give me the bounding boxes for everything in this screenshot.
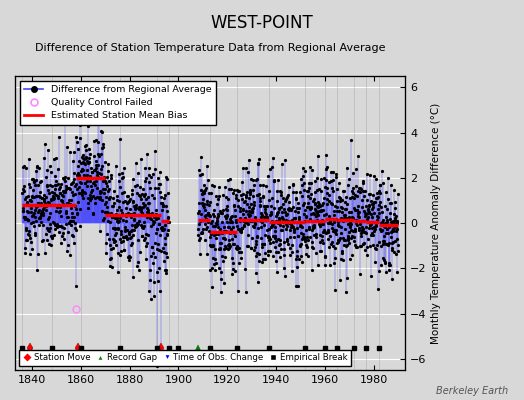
Text: WEST-POINT: WEST-POINT (211, 14, 313, 32)
Text: Berkeley Earth: Berkeley Earth (436, 386, 508, 396)
Y-axis label: Monthly Temperature Anomaly Difference (°C): Monthly Temperature Anomaly Difference (… (431, 102, 441, 344)
Title: Difference of Station Temperature Data from Regional Average: Difference of Station Temperature Data f… (35, 43, 386, 53)
Legend: Station Move, Record Gap, Time of Obs. Change, Empirical Break: Station Move, Record Gap, Time of Obs. C… (19, 350, 351, 366)
